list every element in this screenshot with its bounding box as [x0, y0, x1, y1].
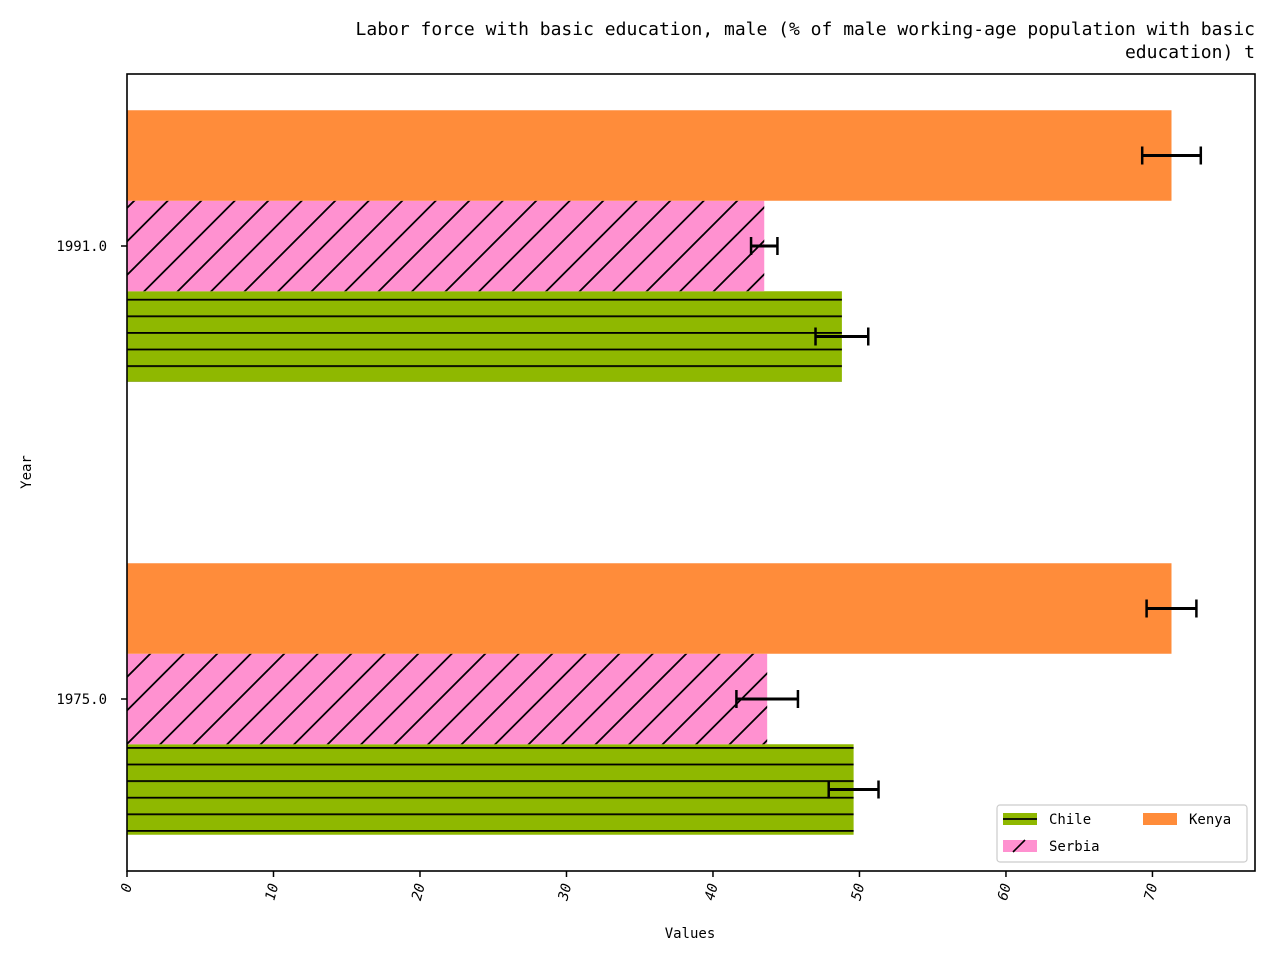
- error-bars: [735, 146, 1203, 799]
- legend-label: Chile: [1049, 812, 1091, 828]
- y-axis-label: Year: [19, 455, 35, 489]
- x-tick-label: 30: [555, 882, 575, 903]
- legend: Chile Serbia Kenya: [996, 804, 1248, 863]
- plot-area-frame: [126, 73, 1256, 872]
- error-bar-chile-1975-0: [827, 780, 880, 799]
- bar-hatch-serbia-1991-0: [127, 200, 765, 292]
- x-tick-label: 0: [118, 882, 136, 894]
- x-axis: 0 10 20 30 40 50 60 70: [118, 871, 1161, 903]
- chart-title-line: education) t: [1125, 42, 1255, 63]
- error-bar-serbia-1991-0: [749, 237, 779, 255]
- x-tick-label: 20: [409, 882, 429, 902]
- chart-title: Labor force with basic education, male (…: [356, 19, 1255, 63]
- chart-title-line: Labor force with basic education, male (…: [356, 19, 1255, 40]
- y-tick-label: 1991.0: [56, 239, 107, 255]
- legend-box: [996, 804, 1248, 863]
- legend-label: Kenya: [1189, 812, 1231, 828]
- bar-kenya-1991-0: [127, 110, 1172, 201]
- error-bar-kenya-1975-0: [1145, 599, 1198, 618]
- error-bar-kenya-1991-0: [1140, 146, 1203, 165]
- legend-item-serbia: Serbia: [1003, 839, 1100, 855]
- bar-kenya-1975-0: [127, 563, 1172, 654]
- bar-hatch-chile-1991-0: [127, 291, 842, 382]
- y-tick-label: 1975.0: [56, 692, 107, 708]
- legend-item-chile: Chile: [1003, 812, 1091, 828]
- legend-label: Serbia: [1049, 839, 1100, 855]
- x-tick-label: 70: [1142, 882, 1162, 902]
- legend-item-kenya: Kenya: [1143, 812, 1231, 828]
- legend-swatch: [1143, 813, 1177, 825]
- bars: [127, 110, 1172, 835]
- error-bar-chile-1991-0: [814, 327, 870, 346]
- x-tick-label: 60: [995, 882, 1015, 902]
- x-tick-label: 40: [702, 882, 722, 902]
- y-axis: 1975.0 1991.0: [56, 239, 127, 708]
- x-tick-label: 10: [263, 882, 283, 902]
- bar-hatch-chile-1975-0: [127, 744, 854, 835]
- bar-hatch-serbia-1975-0: [127, 653, 768, 745]
- x-axis-label: Values: [665, 926, 716, 942]
- x-tick-label: 50: [849, 882, 869, 902]
- error-bar-serbia-1975-0: [735, 690, 800, 708]
